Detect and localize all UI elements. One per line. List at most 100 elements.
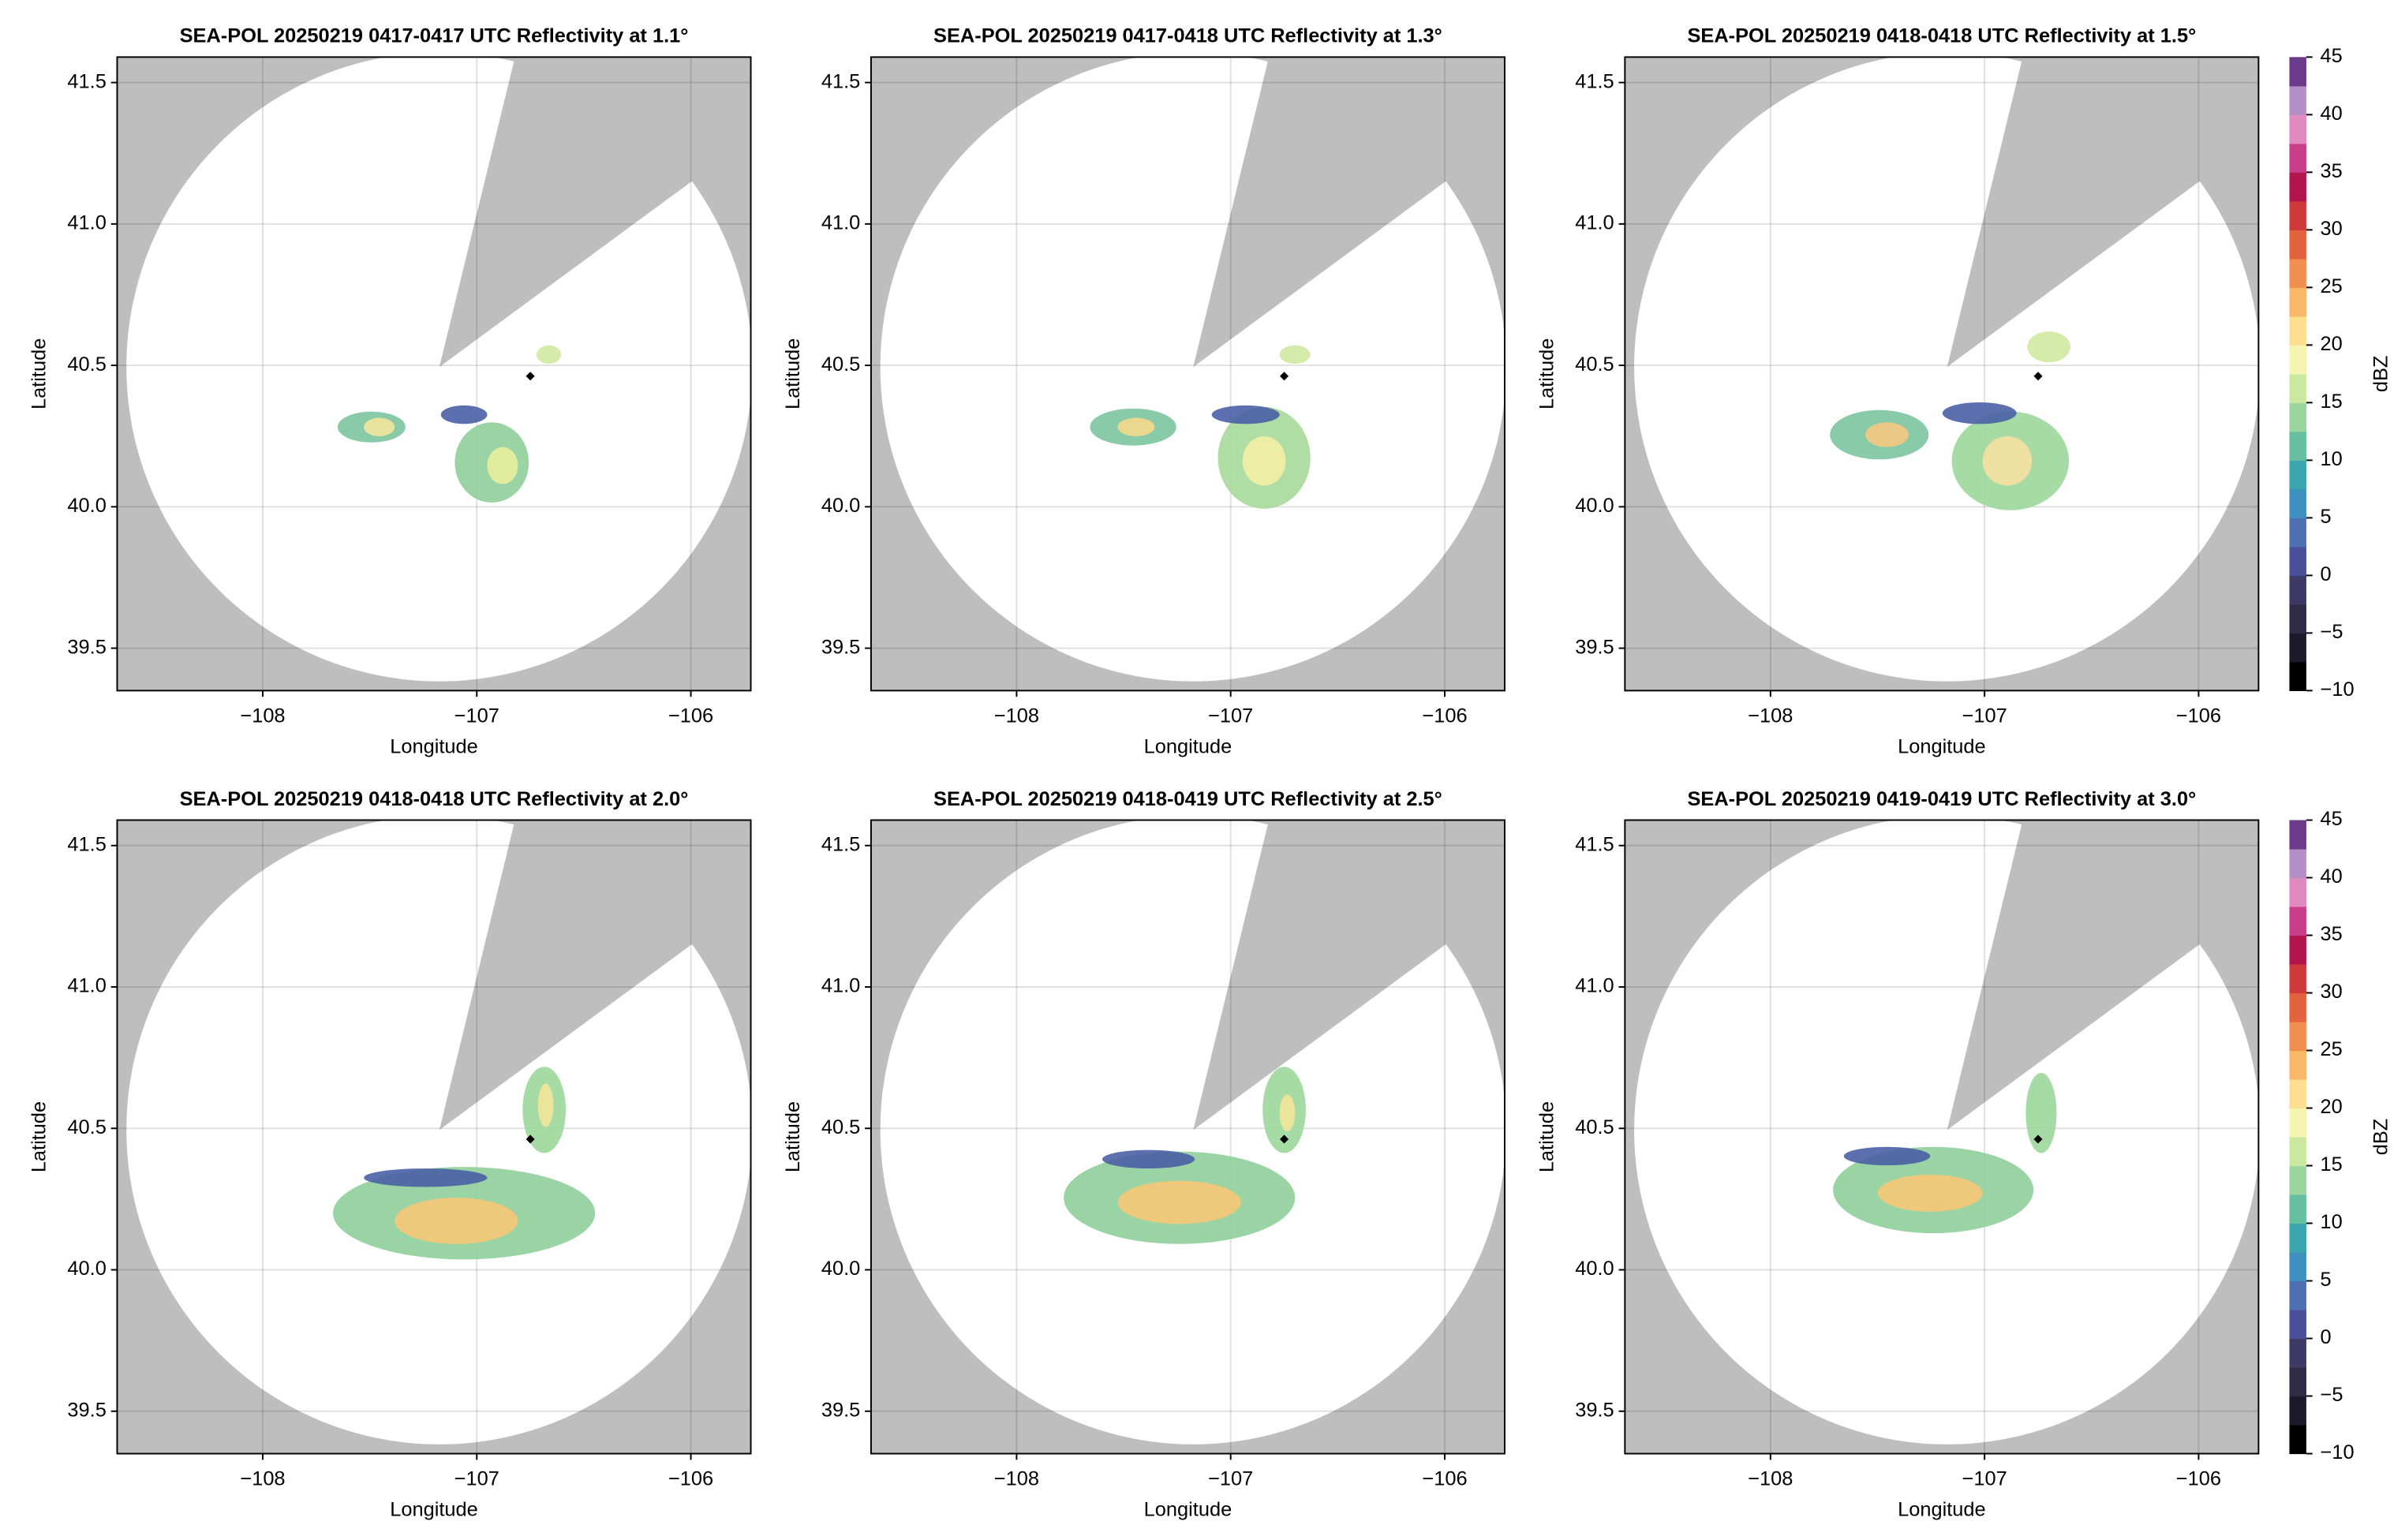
x-tick-label: −108 <box>1748 705 1793 727</box>
colorbar-segment <box>2289 1367 2306 1397</box>
y-tick-label: 39.5 <box>1575 1399 1614 1421</box>
y-tick-label: 40.0 <box>67 495 106 517</box>
plot-area <box>1625 57 2259 691</box>
colorbar-segment <box>2289 1223 2306 1253</box>
radar-site <box>2033 372 2043 381</box>
colorbar-tick-label: 20 <box>2321 333 2343 355</box>
y-tick-label: 40.0 <box>821 495 860 517</box>
colorbar-segment <box>2289 316 2306 346</box>
panel: −108 −107 −106 39.5 40.0 40.5 41.0 41.5 SEA-POL … <box>782 788 1505 1521</box>
x-axis-label: Longitude <box>1144 735 1232 757</box>
colorbar-segment <box>2289 345 2306 375</box>
y-tick-label: 41.0 <box>821 975 860 997</box>
colorbar-segment <box>2289 402 2306 432</box>
axes-frame <box>1624 56 2260 692</box>
x-tick-label: −108 <box>240 705 285 727</box>
colorbar-segment <box>2289 460 2306 490</box>
echo <box>1942 402 2017 424</box>
x-tick-label: −106 <box>2176 705 2221 727</box>
x-tick-label: −107 <box>454 705 499 727</box>
blocked-sector <box>1947 820 2259 1131</box>
colorbar-tick-label: 35 <box>2321 923 2343 945</box>
x-axis-label: Longitude <box>390 1499 478 1521</box>
y-tick-label: 40.0 <box>1575 1258 1614 1280</box>
colorbar-segment <box>2289 143 2306 173</box>
colorbar-segment <box>2289 1079 2306 1109</box>
radar-site <box>2033 1134 2043 1144</box>
colorbar-tick-label: 15 <box>2321 391 2343 413</box>
y-axis-label: Latitude <box>28 1101 50 1172</box>
blocked-sector <box>1193 820 1505 1131</box>
colorbar-tick-label: 40 <box>2321 865 2343 888</box>
colorbar-tick-label: 10 <box>2321 448 2343 470</box>
colorbar-segment <box>2289 518 2306 548</box>
colorbar-tick-label: −10 <box>2321 1441 2355 1463</box>
y-tick-label: 41.5 <box>1575 70 1614 92</box>
x-tick-label: −108 <box>240 1467 285 1490</box>
y-tick-label: 39.5 <box>1575 636 1614 658</box>
axes-frame <box>870 56 1505 692</box>
y-tick-label: 40.0 <box>1575 495 1614 517</box>
x-axis-label: Longitude <box>1898 735 1986 757</box>
echo <box>1211 405 1280 424</box>
axes-frame <box>116 819 752 1455</box>
chart-title: SEA-POL 20250219 0418-0418 UTC Reflectiv… <box>1687 25 2196 47</box>
y-axis-label: Latitude <box>782 1101 804 1172</box>
y-tick-label: 41.0 <box>67 212 106 234</box>
colorbar-tick-label: −5 <box>2321 1384 2343 1406</box>
y-tick-label: 40.0 <box>821 1258 860 1280</box>
echo <box>1843 1146 1931 1166</box>
colorbar-segment <box>2289 1108 2306 1138</box>
colorbar-tick-label: 15 <box>2321 1153 2343 1176</box>
colorbar-tick-label: 30 <box>2321 981 2343 1003</box>
colorbar-segment <box>2289 1137 2306 1167</box>
echo <box>1242 435 1286 486</box>
echo <box>1279 1094 1296 1132</box>
y-axis-label: Latitude <box>1535 338 1558 409</box>
plot-area <box>1625 820 2259 1454</box>
colorbar-tick-label: 10 <box>2321 1211 2343 1233</box>
colorbar-segment <box>2289 200 2306 230</box>
x-tick-label: −107 <box>1962 1467 2007 1490</box>
echo <box>536 345 562 364</box>
colorbar-tick-label: 35 <box>2321 160 2343 182</box>
y-tick-label: 41.5 <box>67 833 106 855</box>
y-tick-label: 40.0 <box>67 1258 106 1280</box>
colorbar-segment <box>2289 661 2306 691</box>
y-tick-label: 39.5 <box>67 1399 106 1421</box>
echo <box>364 1168 488 1187</box>
x-tick-label: −108 <box>994 1467 1039 1490</box>
colorbar-segment <box>2289 877 2306 907</box>
colorbar-segment <box>2289 1280 2306 1310</box>
y-tick-label: 41.0 <box>67 975 106 997</box>
colorbar-segment <box>2289 373 2306 403</box>
echo <box>364 417 395 436</box>
colorbar-segment <box>2289 575 2306 605</box>
colorbar-tick-label: 45 <box>2321 45 2343 67</box>
colorbar-segment <box>2289 964 2306 994</box>
colorbar-segment <box>2289 604 2306 634</box>
y-axis-label: Latitude <box>1535 1101 1558 1172</box>
colorbar-tick-label: 45 <box>2321 808 2343 830</box>
colorbar-tick-label: 5 <box>2321 1269 2332 1291</box>
colorbar-segment <box>2289 1338 2306 1368</box>
plot-area <box>870 820 1505 1454</box>
echo <box>487 447 518 484</box>
chart-title: SEA-POL 20250219 0418-0419 UTC Reflectiv… <box>933 788 1442 810</box>
colorbar-segment <box>2289 906 2306 936</box>
echo <box>1117 417 1155 436</box>
chart-title: SEA-POL 20250219 0418-0418 UTC Reflectiv… <box>180 788 689 810</box>
colorbar-segment <box>2289 258 2306 288</box>
colorbar-label: dBZ <box>2369 1119 2392 1156</box>
y-tick-label: 40.5 <box>1575 353 1614 376</box>
y-tick-label: 40.5 <box>67 353 106 376</box>
colorbar-segment <box>2289 488 2306 518</box>
colorbar-tick-label: 0 <box>2321 563 2332 585</box>
x-tick-label: −108 <box>994 705 1039 727</box>
chart-title: SEA-POL 20250219 0417-0417 UTC Reflectiv… <box>180 25 689 47</box>
panel: −108 −107 −106 39.5 40.0 40.5 41.0 41.5 SEA-POL … <box>1535 788 2260 1521</box>
colorbar-segment <box>2289 820 2306 850</box>
y-tick-label: 41.5 <box>67 70 106 92</box>
echo <box>1102 1149 1195 1169</box>
x-tick-label: −107 <box>1208 1467 1253 1490</box>
